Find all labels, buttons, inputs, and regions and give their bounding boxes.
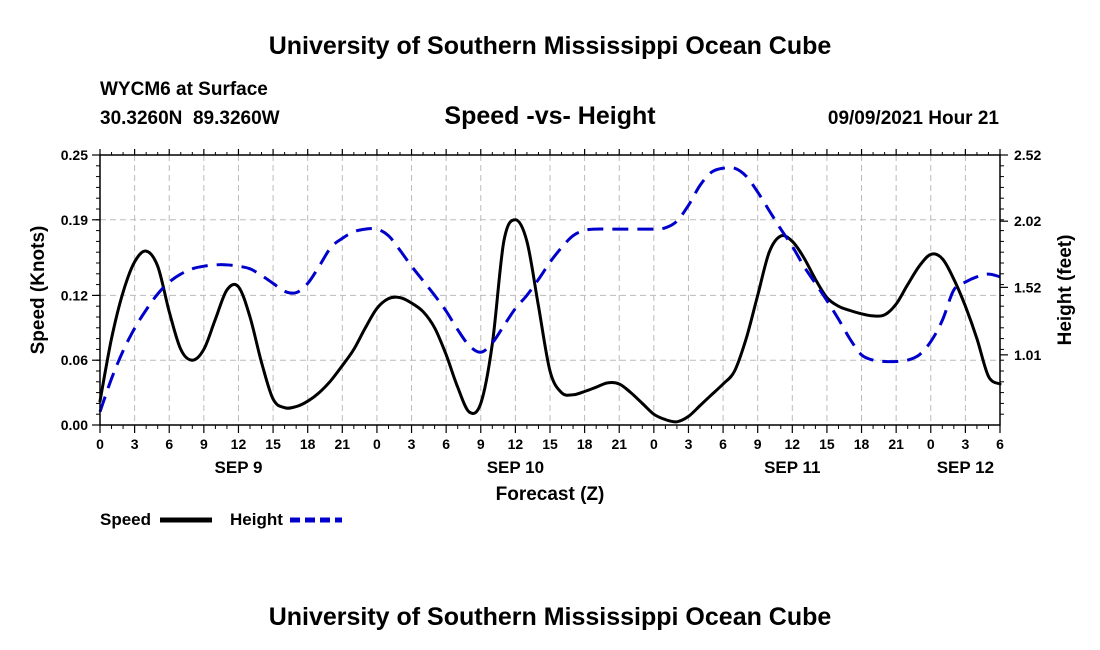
forecast-datetime: 09/09/2021 Hour 21: [828, 108, 1000, 129]
x-tick-label: 3: [685, 436, 693, 452]
y-tick-label-right: 2.52: [1014, 147, 1041, 163]
x-tick-label: 15: [265, 436, 281, 452]
x-tick-label: 6: [996, 436, 1004, 452]
x-tick-label: 21: [611, 436, 627, 452]
x-tick-label: 9: [200, 436, 208, 452]
x-tick-label: 6: [719, 436, 727, 452]
plot-frame: [99, 154, 1001, 426]
x-tick-label: 3: [961, 436, 969, 452]
y-tick-label-left: 0.00: [61, 417, 88, 433]
x-tick-label: 3: [131, 436, 139, 452]
y-tick-label-left: 0.25: [61, 147, 88, 163]
x-tick-label: 0: [373, 436, 381, 452]
y-tick-label-right: 1.52: [1014, 279, 1041, 295]
legend-label-speed: Speed: [100, 510, 151, 529]
y-tick-label-left: 0.06: [61, 352, 88, 368]
x-tick-label: 3: [408, 436, 416, 452]
x-tick-label: 12: [231, 436, 247, 452]
series-line-speed: [98, 218, 1002, 424]
y-tick-label-left: 0.12: [61, 287, 88, 303]
date-label: SEP 12: [937, 458, 994, 477]
x-tick-label: 21: [888, 436, 904, 452]
x-tick-label: 18: [300, 436, 316, 452]
x-tick-label: 12: [785, 436, 801, 452]
x-tick-label: 0: [927, 436, 935, 452]
y-axis-title-left: Speed (Knots): [28, 226, 49, 355]
station-coordinates: 30.3260N 89.3260W: [100, 108, 280, 129]
x-tick-label: 15: [542, 436, 558, 452]
date-label: SEP 9: [215, 458, 263, 477]
series-line-height: [98, 165, 1001, 413]
y-tick-label-right: 2.02: [1014, 213, 1041, 229]
chart-subtitle: Speed -vs- Height: [444, 102, 656, 130]
station-name: WYCM6 at Surface: [100, 79, 268, 100]
grid-lines: [100, 155, 1000, 425]
series-lines: [98, 165, 1002, 424]
x-tick-label: 9: [754, 436, 762, 452]
x-tick-label: 9: [477, 436, 485, 452]
axis-labels: 0 3 6 9 12 15 18 21 0 3 6 9 12 15 18 21 0 3 6 9 12 15 18 21 0 3 6S…: [61, 147, 1042, 477]
x-tick-label: 0: [650, 436, 658, 452]
x-axis-title: Forecast (Z): [496, 484, 605, 505]
footer-title: University of Southern Mississippi Ocean…: [269, 603, 832, 631]
chart-main-title: University of Southern Mississippi Ocean…: [269, 32, 832, 60]
x-tick-label: 6: [165, 436, 173, 452]
x-tick-label: 6: [442, 436, 450, 452]
y-axis-title-right: Height (feet): [1055, 235, 1076, 346]
date-label: SEP 11: [764, 458, 820, 477]
x-tick-label: 18: [854, 436, 870, 452]
y-tick-label-left: 0.19: [61, 212, 88, 228]
x-tick-label: 21: [335, 436, 351, 452]
date-label: SEP 10: [487, 458, 544, 477]
x-tick-label: 15: [819, 436, 835, 452]
x-tick-label: 12: [508, 436, 524, 452]
legend-label-height: Height: [230, 510, 283, 529]
legend: Speed Height: [100, 510, 342, 529]
x-tick-label: 0: [96, 436, 104, 452]
y-tick-label-right: 1.01: [1014, 347, 1041, 363]
x-tick-label: 18: [577, 436, 593, 452]
